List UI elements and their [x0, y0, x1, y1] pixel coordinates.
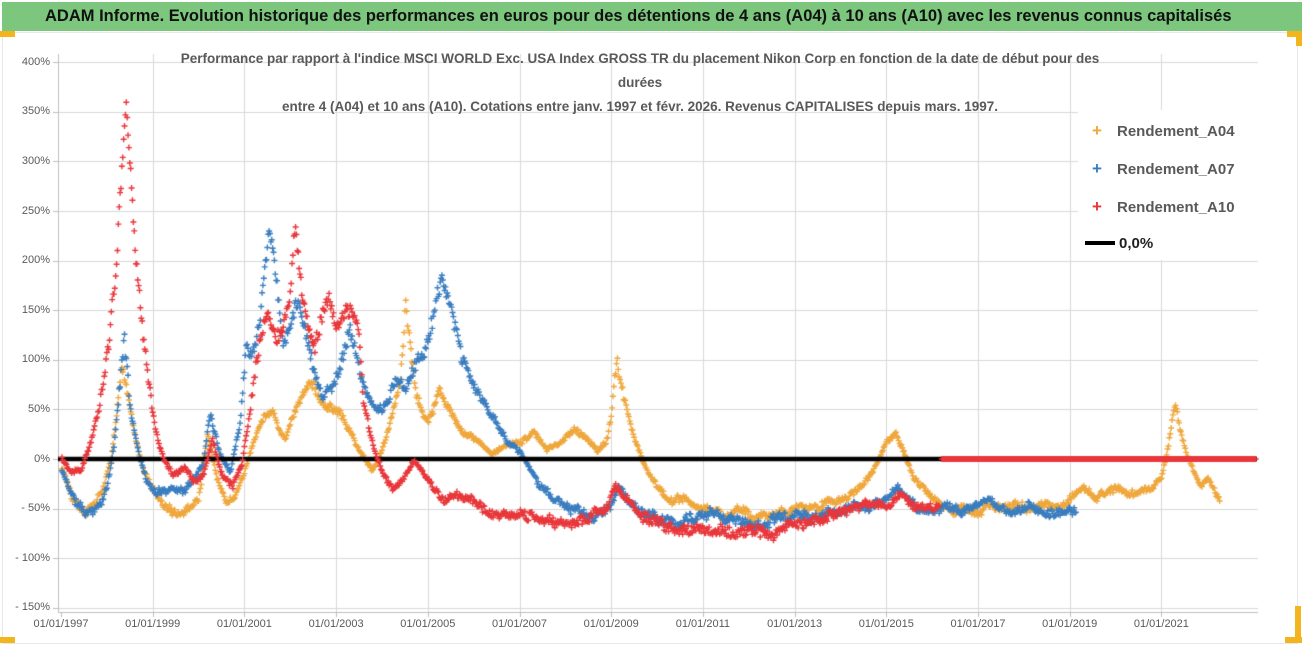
y-axis-label: 300%	[21, 154, 50, 167]
x-axis-label: 01/01/2003	[308, 618, 364, 630]
x-axis-label: 01/01/2019	[1042, 618, 1098, 630]
legend-label: 0,0%	[1119, 234, 1154, 252]
y-axis-label: 400%	[21, 55, 50, 68]
legend-item-rendement-a07[interactable]: + Rendement_A07	[1089, 159, 1235, 179]
x-axis-label: 01/01/2009	[583, 618, 639, 630]
x-axis-label: 01/01/2017	[950, 618, 1006, 630]
y-axis-label: 350%	[21, 105, 50, 118]
legend-item-rendement-a04[interactable]: + Rendement_A04	[1089, 121, 1235, 141]
y-axis-label: 250%	[21, 204, 50, 217]
x-axis-label: 01/01/1997	[33, 618, 89, 630]
y-axis-label: 150%	[21, 303, 50, 316]
selection-handle-top-right[interactable]	[1287, 31, 1302, 37]
chart-title: Performance par rapport à l'indice MSCI …	[60, 47, 1220, 119]
y-axis-label: 50%	[27, 402, 50, 415]
x-axis-label: 01/01/2021	[1133, 618, 1189, 630]
y-axis-label: - 150%	[15, 601, 50, 614]
x-axis-label: 01/01/1999	[125, 618, 181, 630]
chart-title-line-2: durées	[617, 75, 663, 90]
legend-label: Rendement_A04	[1117, 122, 1235, 140]
legend-item-rendement-a10[interactable]: + Rendement_A10	[1089, 197, 1235, 217]
plus-marker-icon: +	[1092, 121, 1102, 140]
plus-marker-icon: +	[1092, 197, 1102, 216]
plus-marker-icon: +	[1092, 159, 1102, 178]
y-axis-label: 0%	[34, 452, 50, 465]
x-axis-label: 01/01/2013	[767, 618, 823, 630]
legend-label: Rendement_A10	[1117, 198, 1235, 216]
selection-handle-top-left[interactable]	[0, 31, 15, 37]
y-axis-label: - 100%	[15, 551, 50, 564]
legend-label: Rendement_A07	[1117, 160, 1235, 178]
selection-handle-bottom-right[interactable]	[1285, 637, 1302, 643]
x-axis-label: 01/01/2007	[491, 618, 548, 630]
x-axis-label: 01/01/2005	[400, 618, 456, 630]
zero-line-icon	[1085, 241, 1115, 245]
chart-title-line-3: entre 4 (A04) et 10 ans (A10). Cotations…	[281, 99, 999, 114]
selection-handle-top-right-v[interactable]	[1296, 32, 1302, 46]
y-axis-label: 200%	[21, 254, 50, 267]
y-axis-label: - 50%	[21, 502, 50, 515]
y-axis-label: 100%	[21, 353, 50, 366]
selection-handle-bottom-right-v[interactable]	[1295, 606, 1301, 643]
x-axis-label: 01/01/2001	[216, 618, 272, 630]
chart-title-line-1: Performance par rapport à l'indice MSCI …	[180, 51, 1100, 66]
x-axis-label: 01/01/2015	[858, 618, 914, 630]
legend-item-zero-line[interactable]: 0,0%	[1085, 233, 1153, 253]
selection-handle-bottom-left[interactable]	[0, 637, 15, 643]
x-axis-label: 01/01/2011	[675, 618, 731, 630]
